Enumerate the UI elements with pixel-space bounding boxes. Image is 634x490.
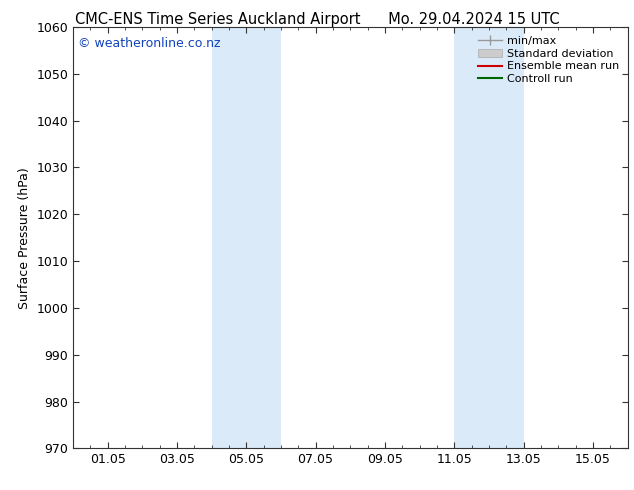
Legend: min/max, Standard deviation, Ensemble mean run, Controll run: min/max, Standard deviation, Ensemble me… bbox=[474, 32, 622, 88]
Text: © weatheronline.co.nz: © weatheronline.co.nz bbox=[79, 38, 221, 50]
Y-axis label: Surface Pressure (hPa): Surface Pressure (hPa) bbox=[18, 167, 30, 309]
Text: CMC-ENS Time Series Auckland Airport      Mo. 29.04.2024 15 UTC: CMC-ENS Time Series Auckland Airport Mo.… bbox=[75, 12, 559, 27]
Bar bbox=[212, 27, 281, 448]
Bar bbox=[455, 27, 524, 448]
